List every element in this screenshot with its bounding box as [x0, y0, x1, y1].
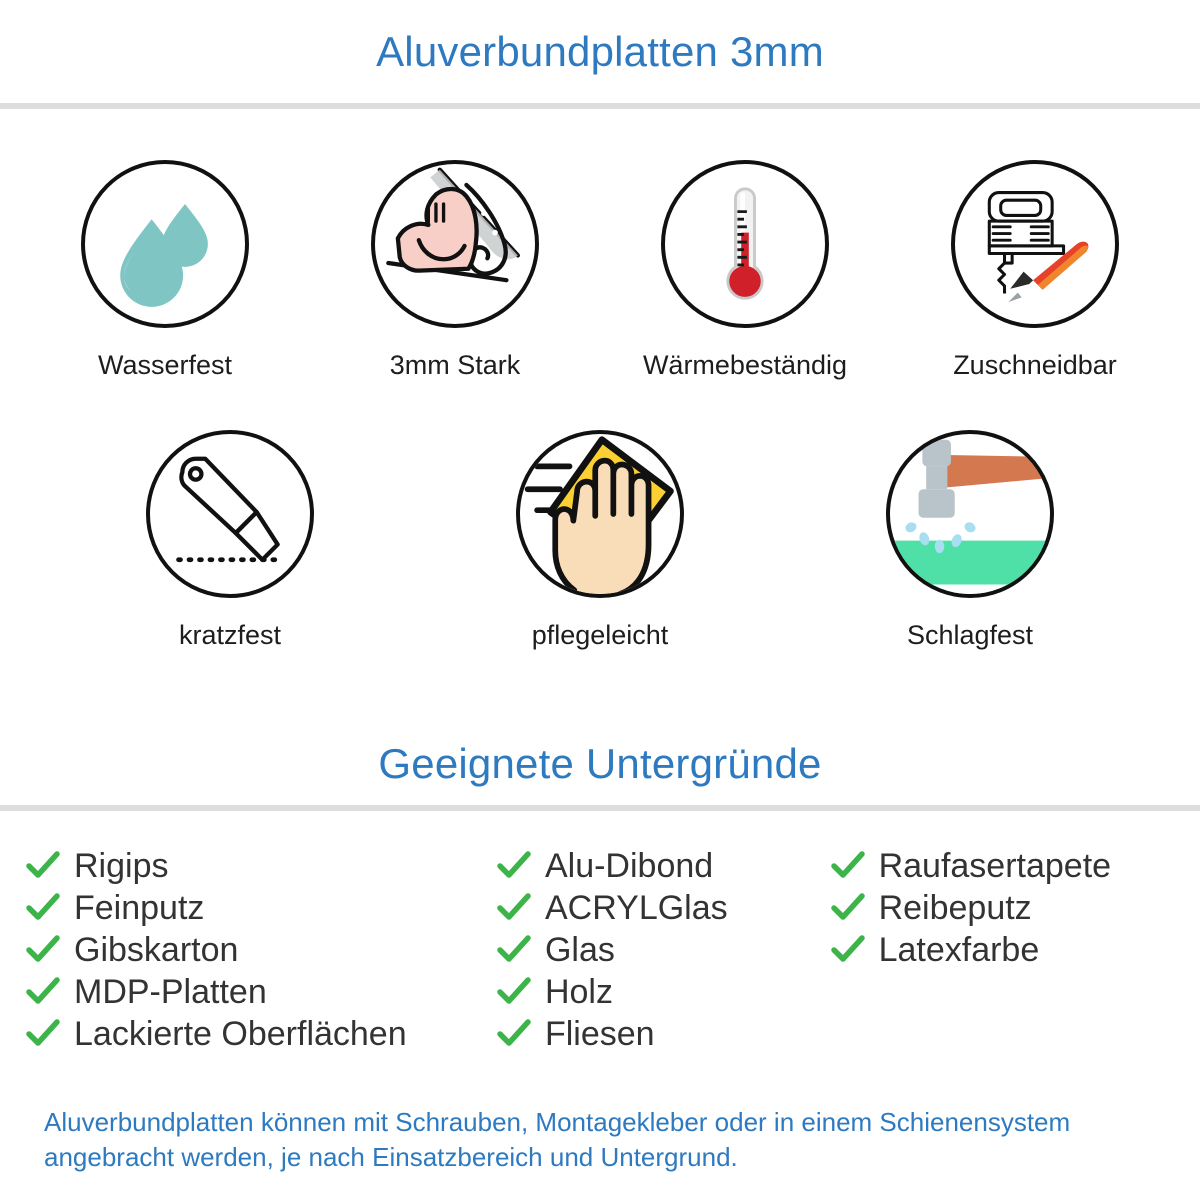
list-item: Raufasertapete	[830, 845, 1174, 887]
feature-icon-circle	[516, 430, 684, 598]
feature-label: Zuschneidbar	[953, 350, 1117, 380]
substrate-column-3: Raufasertapete Reibeputz Latexfarbe	[830, 845, 1174, 1055]
substrates-title: Geeignete Untergründe	[378, 740, 822, 787]
cutter-knife-icon	[176, 456, 280, 563]
list-item: Gibskarton	[26, 929, 497, 971]
hammer-impact-icon	[890, 439, 1050, 594]
feature-wasserfest: Wasserfest	[50, 160, 280, 381]
feature-icon-circle	[371, 160, 539, 328]
divider-mid	[0, 805, 1200, 811]
list-item-label: ACRYLGlas	[544, 889, 728, 927]
substrate-column-2: Alu-Dibond ACRYLGlas Glas Holz Fliesen	[497, 845, 831, 1055]
check-icon	[830, 935, 865, 962]
list-item-label: Holz	[544, 973, 613, 1011]
list-item: Reibeputz	[830, 887, 1174, 929]
check-icon	[497, 1019, 531, 1046]
check-icon	[497, 893, 531, 920]
check-icon	[497, 935, 531, 962]
feature-zuschneidbar: Zuschneidbar	[920, 160, 1150, 381]
divider-top	[0, 103, 1200, 109]
list-item-label: Fliesen	[544, 1015, 655, 1053]
thermometer-icon	[726, 187, 764, 300]
feature-icon-circle	[146, 430, 314, 598]
check-icon	[830, 893, 865, 920]
feature-label: Wärmebeständig	[642, 350, 848, 380]
feature-icon-circle	[661, 160, 829, 328]
footer-note: Aluverbundplatten können mit Schrauben, …	[44, 1107, 1071, 1173]
feature-kratzfest: kratzfest	[115, 430, 345, 651]
feature-icon-circle	[81, 160, 249, 328]
list-item-label: Feinputz	[74, 889, 205, 927]
check-icon	[26, 1019, 60, 1046]
list-item: ACRYLGlas	[497, 887, 831, 929]
list-item: Lackierte Oberflächen	[26, 1013, 497, 1055]
feature-row-1: Wasserfest	[0, 160, 1200, 381]
check-icon	[26, 893, 60, 920]
feature-label: Schlagfest	[906, 620, 1034, 650]
feature-label: pflegeleicht	[531, 620, 669, 650]
feature-icon-circle	[951, 160, 1119, 328]
hand-cloth-icon	[524, 436, 674, 594]
feature-label: kratzfest	[178, 620, 282, 650]
feature-icon-circle	[886, 430, 1054, 598]
page-title: Aluverbundplatten 3mm	[376, 28, 824, 75]
list-item-label: Raufasertapete	[878, 847, 1112, 885]
feature-row-2: kratzfest pflegeleicht	[0, 430, 1200, 651]
list-item-label: Latexfarbe	[878, 931, 1040, 969]
list-item-label: Lackierte Oberflächen	[74, 1015, 407, 1053]
list-item: Rigips	[26, 845, 497, 887]
feature-schlagfest: Schlagfest	[855, 430, 1085, 651]
list-item: Holz	[497, 971, 831, 1013]
flexed-bicep-icon	[386, 167, 520, 283]
check-icon	[497, 977, 531, 1004]
list-item-label: Gibskarton	[74, 931, 239, 969]
list-item: Glas	[497, 929, 831, 971]
feature-label: Wasserfest	[97, 350, 233, 380]
check-icon	[26, 851, 60, 878]
check-icon	[26, 977, 60, 1004]
list-item-label: Alu-Dibond	[544, 847, 714, 885]
list-item: Latexfarbe	[830, 929, 1174, 971]
feature-waermebestaendig: Wärmebeständig	[630, 160, 860, 381]
list-item: Fliesen	[497, 1013, 831, 1055]
list-item: Feinputz	[26, 887, 497, 929]
list-item: MDP-Platten	[26, 971, 497, 1013]
check-icon	[497, 851, 531, 878]
feature-pflegeleicht: pflegeleicht	[485, 430, 715, 651]
water-drops-icon	[120, 204, 208, 307]
check-icon	[830, 851, 865, 878]
jigsaw-cutter-icon	[987, 191, 1089, 303]
check-icon	[26, 935, 60, 962]
list-item-label: MDP-Platten	[74, 973, 267, 1011]
feature-label: 3mm Stark	[389, 350, 521, 380]
substrate-column-1: Rigips Feinputz Gibskarton MDP-Platten L…	[26, 845, 497, 1055]
list-item-label: Glas	[544, 931, 615, 969]
feature-3mm-stark: 3mm Stark	[340, 160, 570, 381]
substrate-checklists: Rigips Feinputz Gibskarton MDP-Platten L…	[0, 845, 1200, 1055]
list-item: Alu-Dibond	[497, 845, 831, 887]
list-item-label: Reibeputz	[878, 889, 1032, 927]
list-item-label: Rigips	[74, 847, 169, 885]
